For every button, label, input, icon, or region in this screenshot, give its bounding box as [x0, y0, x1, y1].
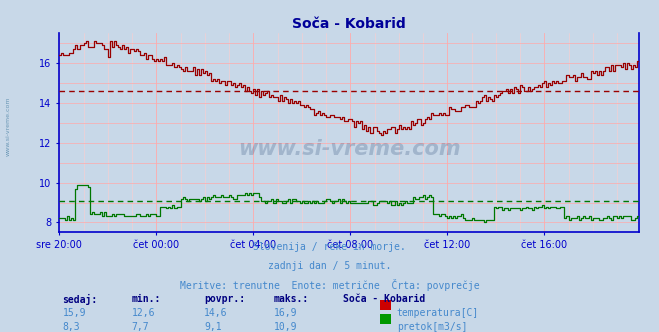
- Text: 12,6: 12,6: [132, 308, 156, 318]
- Text: Slovenija / reke in morje.: Slovenija / reke in morje.: [253, 242, 406, 252]
- Text: 7,7: 7,7: [132, 322, 150, 332]
- Text: sedaj:: sedaj:: [63, 294, 98, 305]
- Text: www.si-vreme.com: www.si-vreme.com: [238, 139, 461, 159]
- Text: zadnji dan / 5 minut.: zadnji dan / 5 minut.: [268, 261, 391, 271]
- Text: min.:: min.:: [132, 294, 161, 304]
- Text: pretok[m3/s]: pretok[m3/s]: [397, 322, 467, 332]
- Text: 10,9: 10,9: [273, 322, 297, 332]
- Text: Soča - Kobarid: Soča - Kobarid: [343, 294, 425, 304]
- Text: maks.:: maks.:: [273, 294, 308, 304]
- Text: temperatura[C]: temperatura[C]: [397, 308, 479, 318]
- Text: Meritve: trenutne  Enote: metrične  Črta: povprečje: Meritve: trenutne Enote: metrične Črta: …: [180, 279, 479, 291]
- Text: 8,3: 8,3: [63, 322, 80, 332]
- Title: Soča - Kobarid: Soča - Kobarid: [293, 17, 406, 31]
- Text: 14,6: 14,6: [204, 308, 228, 318]
- Text: www.si-vreme.com: www.si-vreme.com: [5, 96, 11, 156]
- Text: 9,1: 9,1: [204, 322, 222, 332]
- Text: 15,9: 15,9: [63, 308, 86, 318]
- Text: 16,9: 16,9: [273, 308, 297, 318]
- Text: povpr.:: povpr.:: [204, 294, 245, 304]
